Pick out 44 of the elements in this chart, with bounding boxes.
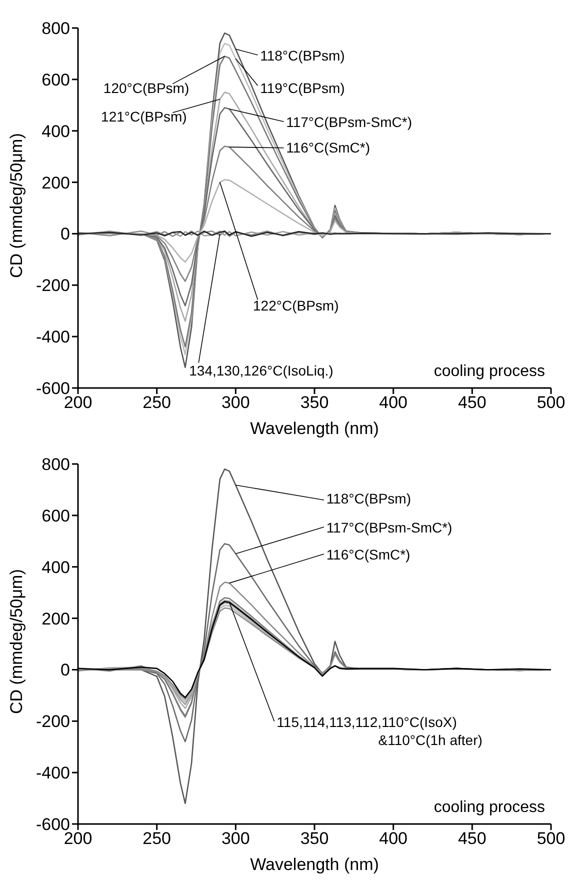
annotation: 115,114,113,112,110°C(IsoX) &110°C(1h after) [276,714,482,748]
x-tick-label: 250 [142,829,172,848]
y-tick-label: 200 [42,609,70,628]
y-tick-label: 0 [60,660,70,680]
y-tick-label: 600 [42,70,70,90]
x-tick-label: 500 [536,829,566,848]
annotation: 116°C(SmC*) [286,139,370,156]
x-tick-label: 300 [221,393,250,412]
y-tick-label: -400 [36,764,70,783]
annotation: 118°C(BPsm) [260,48,345,64]
y-tick-label: -400 [36,328,70,347]
x-tick-label: 400 [379,393,408,412]
x-tick-label: 300 [221,829,250,848]
x-tick-label: 400 [379,829,408,848]
y-tick-label: -200 [36,276,70,296]
annotation: 118°C(BPsm) [326,490,412,507]
y-tick-label: -200 [36,712,70,732]
annotation: 134,130,126°C(IsoLiq.) [189,362,334,379]
annotation: 119°C(BPsm) [260,80,345,96]
annotation: 116°C(SmC*) [326,546,410,563]
x-tick-label: 500 [536,393,566,412]
annotation: 117°C(BPsm-SmC*) [286,114,412,130]
annotation: 117°C(BPsm-SmC*) [326,520,452,536]
annotation: 122°C(BPsm) [253,298,339,314]
annotation: cooling process [434,799,545,816]
annotation: 120°C(BPsm) [103,80,190,96]
y-tick-label: 800 [42,19,70,38]
annotation: cooling process [434,363,545,380]
y-tick-label: 400 [42,122,70,141]
y-axis-title: CD (mmdeg/50μm) [7,133,26,278]
annotation: 121°C(BPsm) [101,108,187,125]
y-tick-label: 800 [42,455,70,474]
x-tick-label: 350 [300,829,329,848]
x-axis-title: Wavelength (nm) [250,855,379,874]
x-tick-label: 450 [458,829,486,848]
x-tick-label: 450 [458,393,486,412]
y-tick-label: 600 [42,506,70,526]
x-tick-label: 250 [142,393,172,412]
y-tick-label: 200 [42,173,70,192]
y-tick-label: 0 [60,224,70,244]
x-axis-title: Wavelength (nm) [250,419,379,438]
x-tick-label: 350 [300,393,329,412]
y-axis-title: CD (mmdeg/50μm) [7,569,26,714]
y-tick-label: 400 [42,558,70,577]
